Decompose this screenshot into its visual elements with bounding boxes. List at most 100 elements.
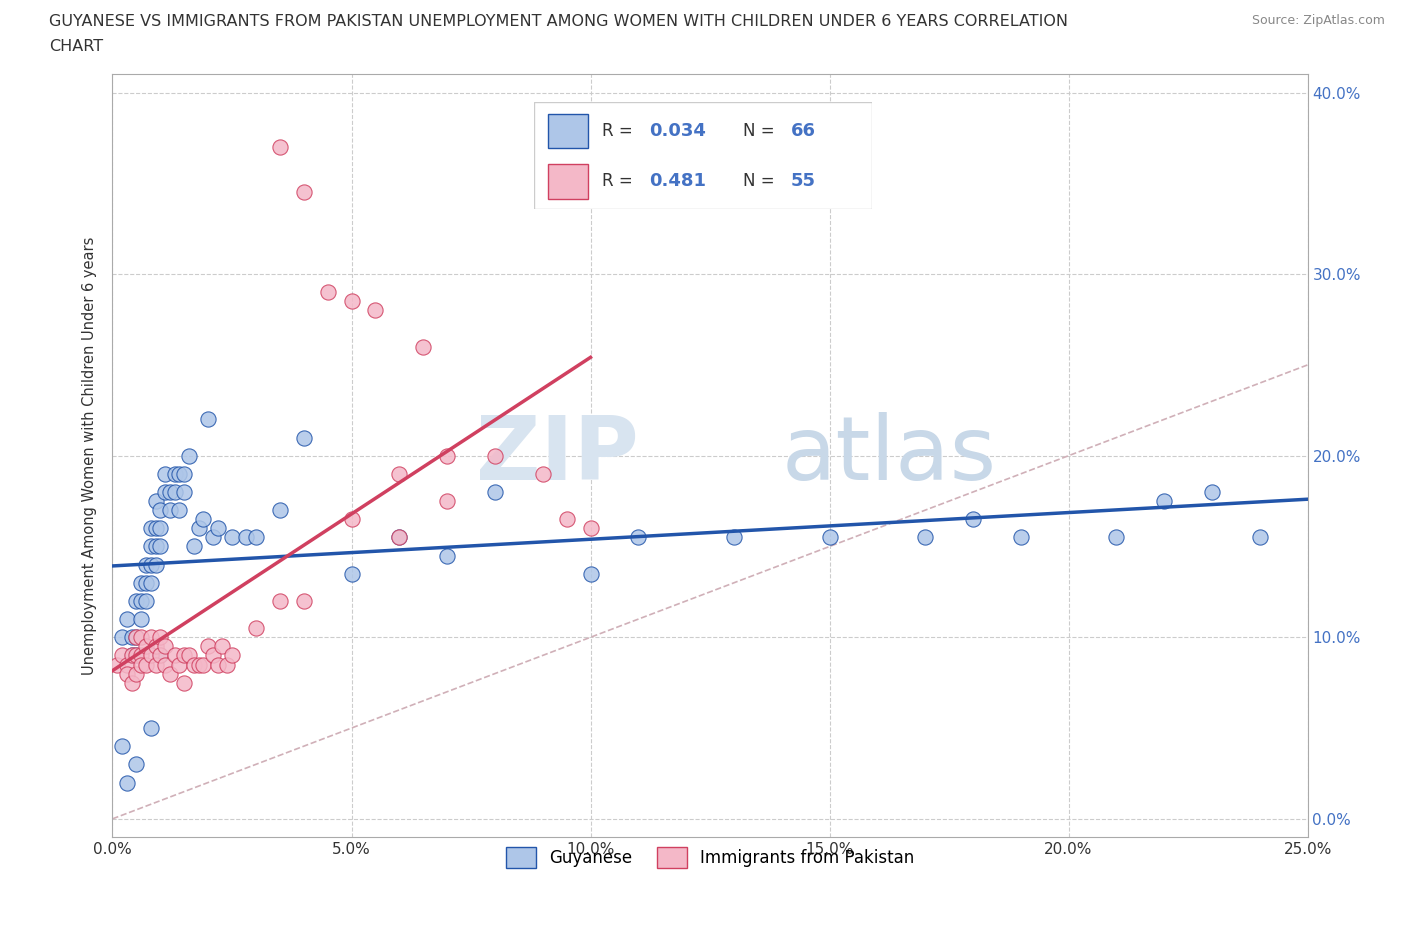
Point — [111, 648, 134, 663]
Point — [187, 658, 209, 672]
Point — [145, 521, 167, 536]
Point — [340, 294, 363, 309]
Point — [245, 620, 267, 635]
Point — [914, 530, 936, 545]
Point — [153, 639, 176, 654]
Point — [135, 576, 157, 591]
Point — [121, 648, 143, 663]
Y-axis label: Unemployment Among Women with Children Under 6 years: Unemployment Among Women with Children U… — [82, 236, 97, 675]
Point — [129, 630, 152, 644]
Point — [388, 530, 411, 545]
Point — [173, 675, 195, 690]
FancyBboxPatch shape — [548, 114, 588, 148]
Point — [129, 612, 152, 627]
Text: Source: ZipAtlas.com: Source: ZipAtlas.com — [1251, 14, 1385, 27]
Point — [1249, 530, 1271, 545]
FancyBboxPatch shape — [548, 165, 588, 199]
Point — [115, 666, 138, 681]
Point — [139, 539, 162, 554]
Point — [221, 648, 243, 663]
Point — [818, 530, 841, 545]
Point — [207, 521, 229, 536]
Point — [436, 494, 458, 509]
Point — [412, 339, 434, 354]
Point — [129, 658, 152, 672]
Text: 0.034: 0.034 — [650, 122, 706, 140]
Point — [111, 630, 134, 644]
Point — [201, 648, 224, 663]
Point — [139, 648, 162, 663]
Text: R =: R = — [602, 122, 638, 140]
Point — [484, 448, 506, 463]
Point — [139, 557, 162, 572]
Point — [169, 503, 191, 518]
Legend: Guyanese, Immigrants from Pakistan: Guyanese, Immigrants from Pakistan — [499, 841, 921, 874]
Point — [183, 539, 205, 554]
Text: 55: 55 — [790, 172, 815, 191]
Point — [153, 467, 176, 482]
Text: atlas: atlas — [782, 412, 997, 499]
Point — [269, 503, 291, 518]
Point — [163, 648, 186, 663]
Point — [145, 658, 167, 672]
Point — [125, 648, 148, 663]
Point — [153, 485, 176, 499]
Point — [173, 648, 195, 663]
Point — [163, 485, 186, 499]
Point — [177, 448, 200, 463]
Point — [125, 593, 148, 608]
Text: ZIP: ZIP — [475, 412, 638, 499]
Point — [340, 512, 363, 526]
Point — [159, 666, 181, 681]
Point — [149, 503, 172, 518]
Point — [169, 467, 191, 482]
Text: 0.481: 0.481 — [650, 172, 706, 191]
Point — [139, 521, 162, 536]
Point — [173, 485, 195, 499]
Text: N =: N = — [744, 172, 780, 191]
Point — [316, 285, 339, 299]
Point — [169, 658, 191, 672]
Point — [121, 675, 143, 690]
Point — [139, 630, 162, 644]
Point — [183, 658, 205, 672]
Point — [139, 721, 162, 736]
Point — [388, 467, 411, 482]
Point — [627, 530, 650, 545]
Point — [436, 448, 458, 463]
Point — [197, 412, 219, 427]
Point — [135, 639, 157, 654]
Point — [125, 666, 148, 681]
Point — [135, 658, 157, 672]
Point — [163, 467, 186, 482]
Point — [193, 512, 215, 526]
Point — [292, 430, 315, 445]
Point — [149, 648, 172, 663]
Point — [139, 576, 162, 591]
Point — [159, 503, 181, 518]
Point — [177, 648, 200, 663]
Point — [292, 185, 315, 200]
Point — [159, 485, 181, 499]
Point — [269, 593, 291, 608]
Point — [115, 612, 138, 627]
Point — [555, 512, 578, 526]
Point — [1010, 530, 1032, 545]
Point — [962, 512, 984, 526]
Point — [221, 530, 243, 545]
Point — [173, 467, 195, 482]
Point — [125, 648, 148, 663]
Point — [145, 557, 167, 572]
Point — [340, 566, 363, 581]
Point — [121, 630, 143, 644]
Point — [197, 639, 219, 654]
Point — [292, 593, 315, 608]
Point — [436, 548, 458, 563]
Point — [129, 648, 152, 663]
Point — [269, 140, 291, 154]
Point — [105, 658, 128, 672]
Point — [723, 530, 745, 545]
Point — [135, 557, 157, 572]
Point — [125, 630, 148, 644]
Point — [149, 539, 172, 554]
